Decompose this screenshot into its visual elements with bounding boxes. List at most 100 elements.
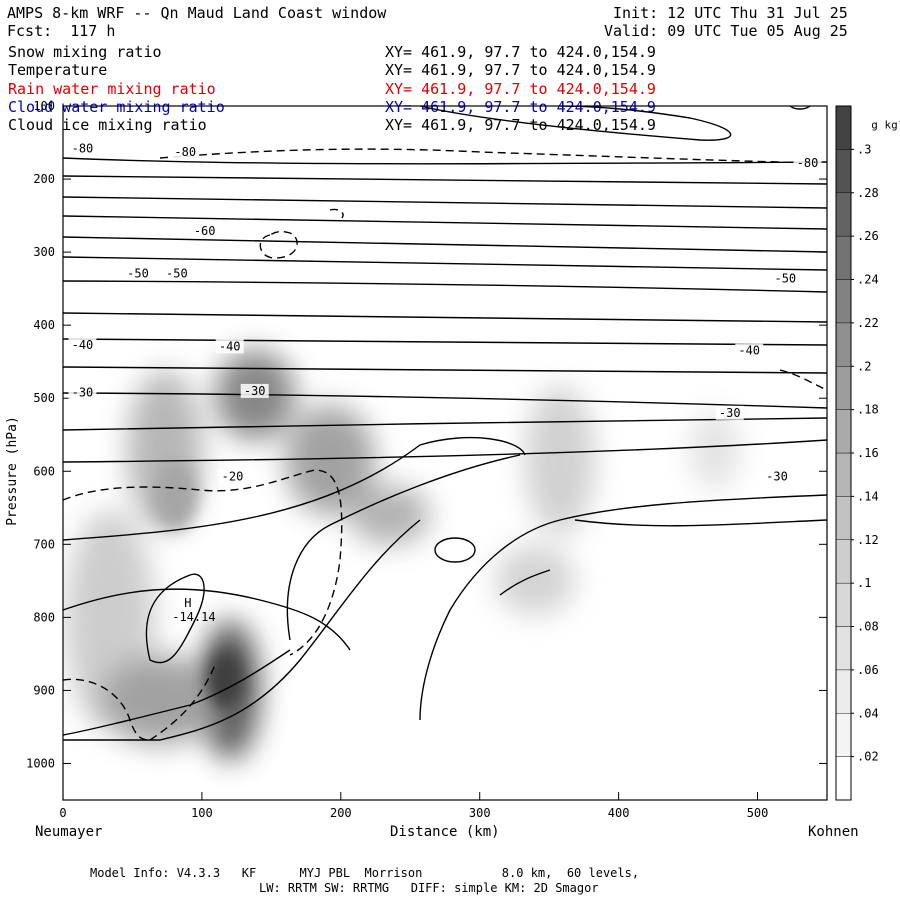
x-tick-label: 500	[747, 806, 769, 820]
colorbar-label: .14	[857, 489, 879, 503]
high-marker-label: H	[184, 596, 192, 611]
x-axis-ticks: 0 100 200 300 400 500	[59, 792, 768, 820]
x-left-station: Neumayer	[35, 824, 103, 840]
temperature-label-bg	[793, 155, 822, 170]
temperature-label-bg	[124, 266, 153, 281]
colorbar-swatch	[835, 279, 852, 324]
colorbar-swatch	[835, 713, 852, 757]
temperature-label-bg	[240, 383, 269, 398]
field-name: Snow mixing ratio	[8, 43, 162, 61]
y-tick-label: 400	[33, 318, 55, 332]
colorbar-swatch	[835, 756, 852, 801]
x-tick-label: 200	[330, 806, 352, 820]
temperature-label-bg	[771, 271, 800, 286]
temperature-label: -30	[719, 406, 741, 420]
temperature-label-bg	[171, 145, 200, 160]
field-xy: XY= 461.9, 97.7 to 424.0,154.9	[385, 98, 656, 116]
field-xy: XY= 461.9, 97.7 to 424.0,154.9	[385, 43, 656, 61]
temperature-label-bg	[218, 469, 247, 484]
y-axis-label: Pressure (hPa)	[5, 416, 20, 526]
colorbar-swatch	[835, 452, 852, 497]
colorbar-label: .24	[857, 273, 879, 287]
temperature-label: -80	[72, 141, 94, 155]
mixing-ratio-shading	[65, 350, 740, 760]
colorbar-swatch	[835, 105, 852, 150]
temperature-label: -30	[72, 385, 94, 399]
field-name: Rain water mixing ratio	[8, 80, 216, 98]
y-tick-label: 800	[33, 610, 55, 624]
colorbar-label: .22	[857, 316, 879, 330]
y-tick-label: 700	[33, 537, 55, 551]
colorbar-label: .18	[857, 403, 879, 417]
y-tick-label: 200	[33, 172, 55, 186]
temperature-label: -80	[174, 145, 196, 159]
temperature-label-bg	[762, 469, 791, 484]
field-name: Cloud water mixing ratio	[8, 98, 225, 116]
colorbar-label: .08	[857, 620, 879, 634]
x-tick-label: 100	[191, 806, 213, 820]
temperature-label-bg	[715, 405, 744, 420]
valid-time: Valid: 09 UTC Tue 05 Aug 25	[604, 22, 848, 40]
colorbar-label: .12	[857, 533, 879, 547]
field-xy: XY= 461.9, 97.7 to 424.0,154.9	[385, 116, 656, 134]
y-axis-ticks: 100 200 300 400 500 600 700 800 900 1000	[26, 99, 827, 770]
chart-title: AMPS 8-km WRF -- Qn Maud Land Coast wind…	[7, 4, 387, 22]
y-tick-label: 900	[33, 683, 55, 697]
upper-contour	[419, 106, 811, 141]
colorbar-unit: g kg-1	[858, 101, 900, 133]
temperature-label: -30	[244, 384, 266, 398]
temperature-label: -20	[222, 469, 244, 483]
colorbar-swatch	[835, 496, 852, 540]
temperature-label-bg	[190, 223, 219, 238]
temperature-label-bg	[68, 385, 97, 400]
colorbar-swatch	[835, 322, 852, 367]
colorbar-swatch	[835, 366, 852, 410]
colorbar-swatch	[835, 149, 852, 193]
temperature-label: -80	[797, 156, 819, 170]
temperature-label-bg	[162, 266, 191, 281]
y-tick-label: 500	[33, 391, 55, 405]
x-tick-label: 0	[59, 806, 66, 820]
plot-frame	[62, 105, 828, 801]
temperature-label: -50	[166, 266, 188, 280]
colorbar-label: .06	[857, 663, 879, 677]
colorbar-swatch	[835, 626, 852, 671]
y-tick-label: 1000	[26, 756, 55, 770]
colorbar-unit-text: g kg	[871, 118, 898, 132]
temperature-label: -60	[194, 224, 216, 238]
field-xy: XY= 461.9, 97.7 to 424.0,154.9	[385, 61, 656, 79]
x-tick-label: 400	[608, 806, 630, 820]
temperature-label: -50	[127, 266, 149, 280]
temperature-label-bg	[215, 339, 244, 354]
temperature-label-bg	[68, 141, 97, 156]
model-physics: LW: RRTM SW: RRTMG DIFF: simple KM: 2D S…	[259, 881, 599, 895]
temperature-labels: -80 -80 -80 -60 -50 -50 -50 -40 -40 -40 -30 -30 -30 -…	[68, 141, 822, 484]
temperature-label: -40	[738, 344, 760, 358]
colorbar-label: .2	[857, 359, 871, 373]
colorbar-swatch	[835, 192, 852, 237]
colorbar-label: .28	[857, 186, 879, 200]
model-info: Model Info: V4.3.3 KF MYJ PBL Morrison 8…	[90, 866, 640, 880]
field-name: Cloud ice mixing ratio	[8, 116, 207, 134]
forecast-hour: Fcst: 117 h	[7, 22, 116, 40]
y-tick-label: 100	[33, 99, 55, 113]
field-xy: XY= 461.9, 97.7 to 424.0,154.9	[385, 80, 656, 98]
colorbar: .02 .04 .06 .08 .1 .12 .14 .16 .18 .2 .22 .24 .26 .28…	[835, 105, 879, 801]
colorbar-swatch	[835, 235, 852, 280]
x-tick-label: 300	[469, 806, 491, 820]
colorbar-unit-exponent: -1	[898, 117, 900, 126]
temperature-label-bg	[68, 337, 97, 352]
y-tick-label: 600	[33, 464, 55, 478]
colorbar-label: .16	[857, 446, 879, 460]
colorbar-label: .3	[857, 142, 871, 156]
colorbar-label: .04	[857, 706, 879, 720]
colorbar-label: .1	[857, 576, 871, 590]
colorbar-swatch	[835, 539, 852, 584]
field-name: Temperature	[8, 61, 108, 79]
temperature-label: -30	[766, 469, 788, 483]
high-marker-value: -14.14	[172, 610, 216, 625]
colorbar-swatch	[835, 669, 852, 714]
colorbar-swatch	[835, 582, 852, 627]
temperature-label: -50	[774, 271, 796, 285]
